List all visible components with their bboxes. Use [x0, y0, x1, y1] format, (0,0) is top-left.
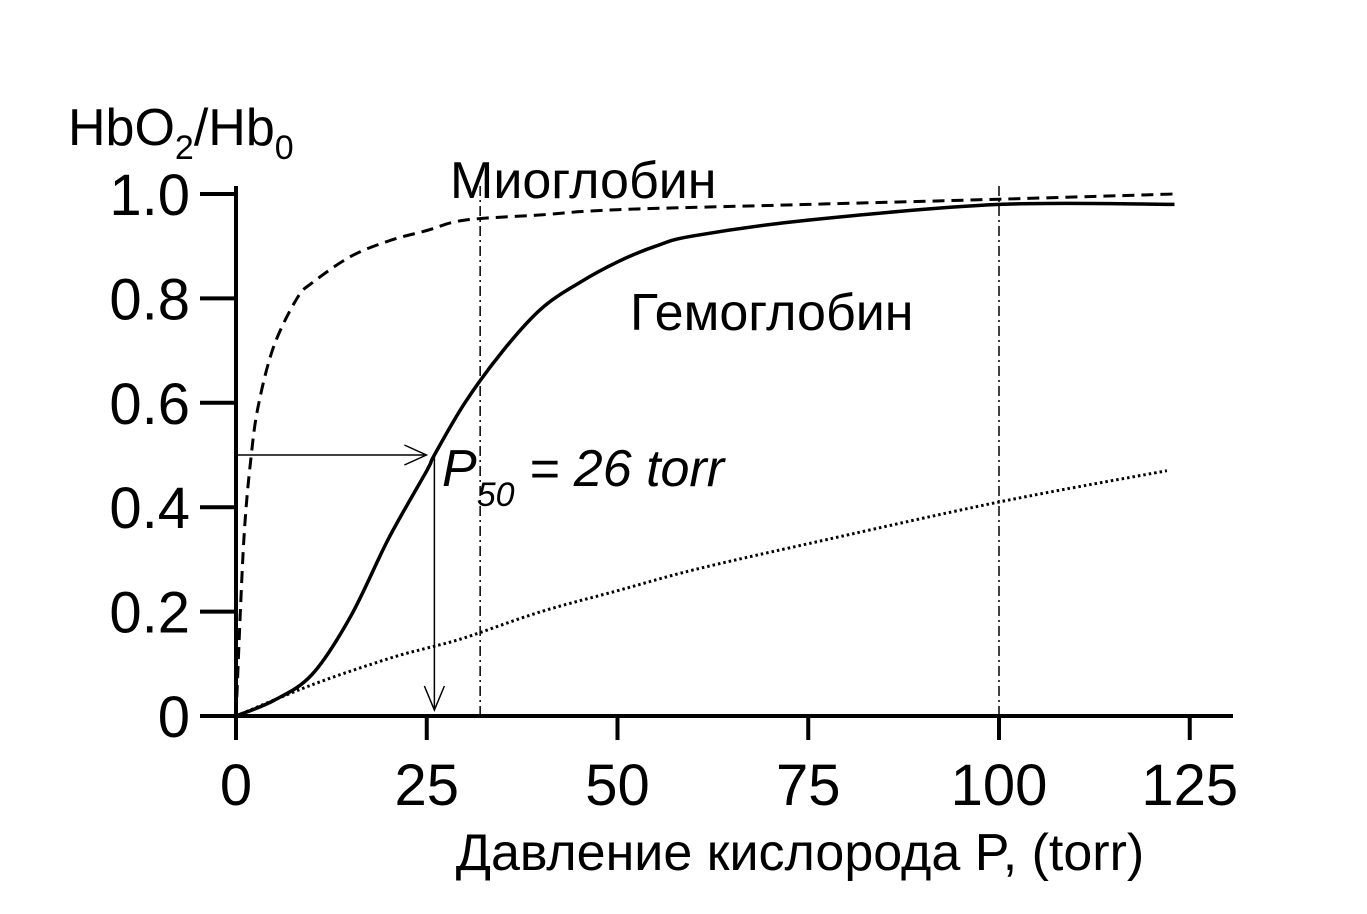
x-axis-title: Давление кислорода P, (torr) — [456, 824, 1145, 882]
y-tick-label-0-4: 0.4 — [109, 476, 190, 541]
reference-curve-dotted — [235, 469, 1168, 718]
p50-annotation-sub: 50 — [477, 476, 515, 514]
y-axis-title-main: HbO — [68, 99, 175, 157]
x-tick-label-75: 75 — [776, 753, 841, 818]
x-tick-label-50: 50 — [585, 753, 650, 818]
hemoglobin-label: Гемоглобин — [630, 284, 914, 342]
myoglobin-label: Миоглобин — [450, 152, 717, 210]
plot-layer: 0 25 50 75 100 125 0 0.2 0.4 0.6 0.8 1.0 — [109, 163, 1238, 818]
x-tick-label-100: 100 — [951, 753, 1048, 818]
myoglobin-curve — [234, 192, 1175, 717]
y-axis-title: HbO2/Hb0 — [68, 99, 294, 167]
y-tick-label-0-2: 0.2 — [109, 581, 190, 646]
y-tick-label-0-8: 0.8 — [109, 267, 190, 332]
p50-vertical-arrowhead — [423, 685, 446, 712]
p50-annotation-rest: = 26 torr — [515, 440, 727, 498]
y-tick-label-1: 1.0 — [109, 163, 190, 228]
x-tick-label-25: 25 — [394, 753, 459, 818]
y-axis-title-sub2: 0 — [275, 129, 294, 167]
x-tick-label-125: 125 — [1141, 753, 1238, 818]
p50-annotation: P50 = 26 torr — [442, 440, 727, 514]
y-tick-label-0: 0 — [158, 685, 190, 750]
p50-horizontal-arrowhead — [404, 444, 429, 466]
y-axis-title-mid: /Hb — [194, 99, 275, 157]
y-tick-label-0-6: 0.6 — [109, 372, 190, 437]
y-axis-title-sub1: 2 — [175, 129, 194, 167]
x-tick-label-0: 0 — [220, 753, 252, 818]
hemoglobin-curve — [235, 201, 1175, 718]
p50-annotation-main: P — [442, 440, 477, 498]
